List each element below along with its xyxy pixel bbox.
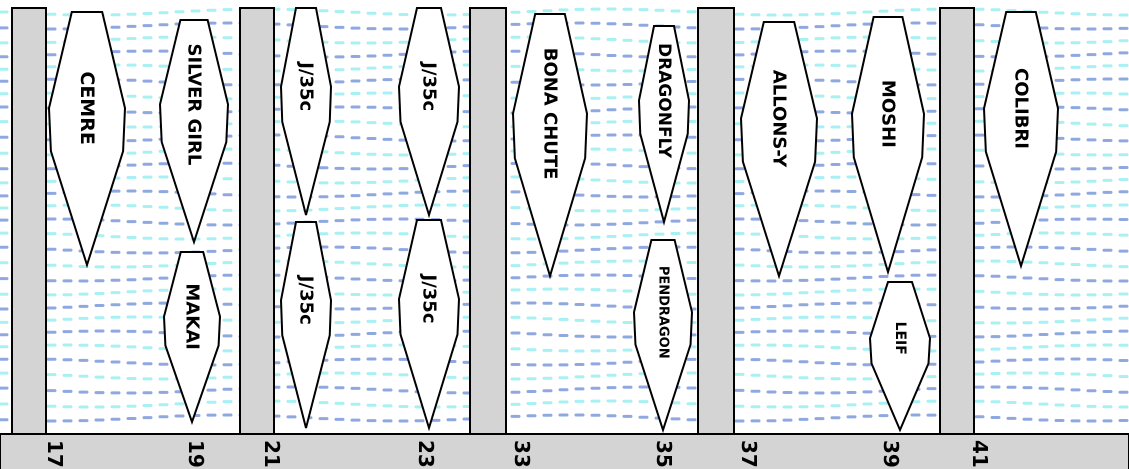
boat-name-label: J/35c [296, 60, 317, 111]
boat-j35c-2: J/35c [397, 7, 461, 219]
boat-name-label: J/35c [419, 60, 440, 111]
boat-j35c-3: J/35c [279, 221, 333, 429]
pier-2 [239, 7, 275, 435]
boat-pendragon: PENDRAGON [632, 239, 694, 434]
berth-number-41: 41 [968, 440, 992, 468]
boat-name-label: ALLONS-Y [769, 70, 790, 168]
piers [11, 7, 975, 435]
boat-dragonfly: DRAGONFLY [637, 25, 691, 226]
boat-hull [511, 13, 589, 280]
boat-name-label: SILVER GIRL [184, 43, 205, 165]
boat-hull [739, 21, 819, 280]
boat-hull [397, 219, 461, 432]
berth-number-21: 21 [260, 440, 284, 468]
boat-allons-y: ALLONS-Y [739, 21, 819, 280]
boat-name-label: MOSHI [878, 80, 899, 148]
berth-number-37: 37 [737, 440, 761, 468]
boat-hull [397, 7, 461, 219]
boat-hull [982, 11, 1060, 270]
boats: CEMRE SILVER GIRL MAKAI J/35c J/35c J/35c J/35… [47, 7, 1060, 434]
pier-1 [11, 7, 47, 435]
pier-5 [939, 7, 975, 435]
berth-number-35: 35 [652, 440, 676, 468]
boat-hull [850, 16, 926, 276]
pier-3 [469, 7, 507, 435]
boat-hull [162, 251, 222, 426]
boat-name-label: CEMRE [76, 71, 98, 144]
boat-name-label: DRAGONFLY [654, 43, 674, 159]
boat-cemre: CEMRE [47, 11, 127, 269]
boat-makai: MAKAI [162, 251, 222, 426]
boat-name-label: BONA CHUTE [540, 48, 561, 180]
berth-number-17: 17 [43, 440, 67, 468]
boat-j35c-4: J/35c [397, 219, 461, 432]
berth-number-39: 39 [879, 440, 903, 468]
boat-colibri: COLIBRI [982, 11, 1060, 270]
berth-number-labels: 17 19 21 23 33 35 37 39 41 [43, 440, 992, 468]
boat-name-label: PENDRAGON [656, 266, 671, 359]
boat-name-label: J/35c [419, 273, 440, 324]
berth-number-19: 19 [184, 440, 208, 468]
boat-name-label: COLIBRI [1011, 68, 1032, 149]
boat-hull [158, 19, 230, 246]
boat-name-label: LEIF [892, 322, 908, 355]
berth-number-33: 33 [510, 440, 534, 468]
boat-silver-girl: SILVER GIRL [158, 19, 230, 246]
boat-hull [637, 25, 691, 226]
boat-j35c-1: J/35c [279, 7, 333, 216]
boat-hull [279, 7, 333, 216]
boat-leif: LEIF [868, 281, 932, 433]
berth-number-23: 23 [414, 440, 438, 468]
boat-name-label: MAKAI [182, 283, 203, 349]
pier-4 [697, 7, 735, 435]
boat-name-label: J/35c [296, 274, 317, 325]
boat-hull [47, 11, 127, 269]
main-dock [0, 433, 1129, 469]
boat-hull [632, 239, 694, 434]
boat-hull [279, 221, 333, 429]
boat-bona-chute: BONA CHUTE [511, 13, 589, 280]
boat-hull [868, 281, 932, 433]
boat-moshi: MOSHI [850, 16, 926, 276]
